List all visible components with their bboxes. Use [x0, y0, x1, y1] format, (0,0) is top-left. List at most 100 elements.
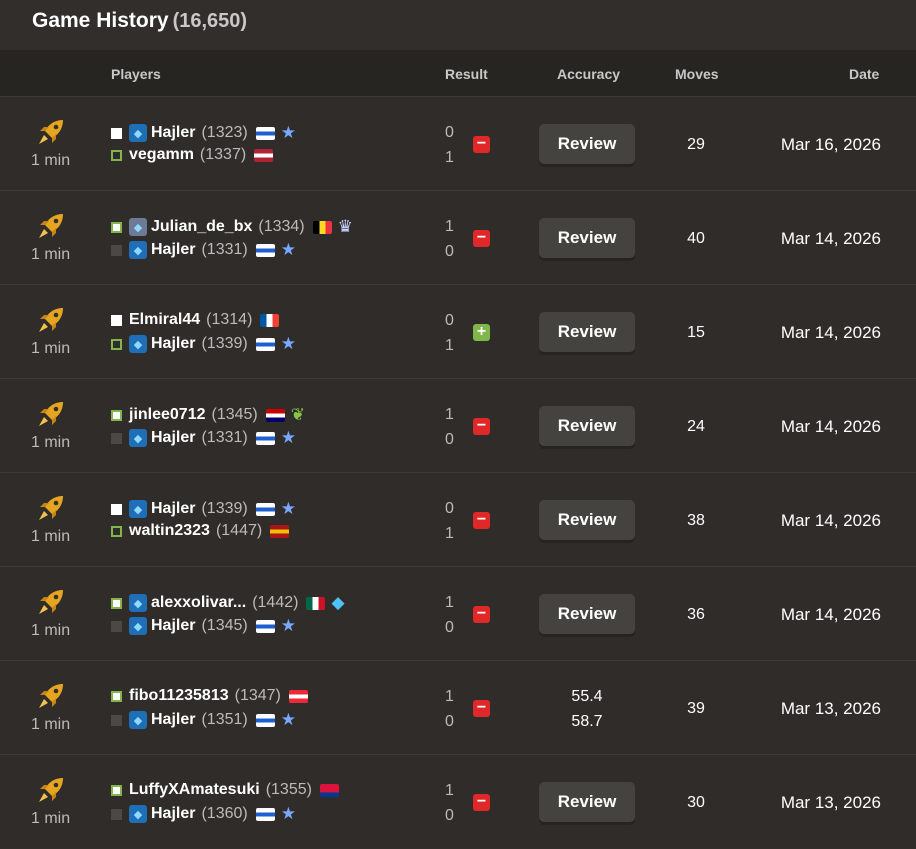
player-rating: (1360)	[201, 805, 248, 822]
player-name[interactable]: Hajler	[151, 711, 196, 728]
column-title: Accuracy	[557, 66, 621, 82]
country-flag	[255, 243, 275, 257]
color-indicator	[111, 808, 122, 820]
player-name[interactable]: Hajler	[151, 124, 196, 141]
country-flag	[255, 807, 275, 821]
profile-badge: ★	[280, 616, 296, 635]
player-name[interactable]: fibo11235813	[129, 687, 229, 704]
review-button[interactable]: Review	[539, 594, 635, 634]
player-rating: (1347)	[234, 687, 281, 704]
result-icon: −	[473, 700, 490, 717]
profile-badge: ★	[280, 428, 296, 447]
membership-badge: ◆	[129, 429, 147, 447]
player-rating: (1314)	[206, 311, 253, 328]
review-button[interactable]: Review	[539, 406, 635, 446]
player-name[interactable]: Hajler	[151, 617, 196, 634]
color-indicator	[111, 784, 122, 796]
player-name[interactable]: Hajler	[151, 805, 196, 822]
player-name[interactable]: vegamm	[129, 146, 194, 163]
player-name[interactable]: LuffyXAmatesuki	[129, 781, 260, 798]
membership-badge: ◆	[129, 805, 147, 823]
player-name[interactable]: alexxolivar...	[151, 594, 247, 611]
player-rating: (1351)	[201, 711, 248, 728]
game-row: 1 min fibo11235813 (1347) ◆ Hajler (1351) ★ 1 0 −…	[0, 660, 916, 754]
country-flag	[255, 619, 275, 633]
date: Mar 14, 2026	[780, 605, 881, 624]
moves: 39	[687, 700, 705, 717]
profile-badge: ♛	[337, 217, 353, 236]
membership-badge: ◆	[129, 594, 147, 612]
player-name[interactable]: waltin2323	[129, 522, 210, 539]
player-name[interactable]: Hajler	[151, 500, 196, 517]
result-score: 1	[445, 688, 454, 705]
player-name[interactable]: jinlee0712	[129, 406, 206, 423]
country-flag	[254, 148, 274, 162]
result-icon: +	[473, 324, 490, 341]
result-score: 0	[445, 124, 454, 141]
review-button[interactable]: Review	[539, 124, 635, 164]
game-row: 1 min Elmiral44 (1314) ◆ Hajler (1339) ★ 0 1 + Rev…	[0, 284, 916, 378]
player: ◆ Hajler (1360) ★	[111, 804, 296, 824]
column-title: Date	[849, 66, 880, 82]
game-row: 1 min ◆ Hajler (1323) ★ vegamm (1337) 0 1 − Review…	[0, 96, 916, 190]
date: Mar 16, 2026	[780, 135, 881, 154]
player-name[interactable]: Hajler	[151, 429, 196, 446]
player: ◆ Hajler (1339) ★	[111, 334, 296, 354]
game-row: 1 min jinlee0712 (1345) ❦ ◆ Hajler (1331) ★ 1 0 − R…	[0, 378, 916, 472]
result-icon: −	[473, 512, 490, 529]
time-control: 1 min	[31, 716, 71, 733]
column-title: Result	[445, 66, 488, 82]
result-score: 0	[445, 312, 454, 329]
date: Mar 14, 2026	[780, 511, 881, 530]
accuracy-value: 58.7	[571, 713, 603, 730]
game-count: (16,650)	[172, 10, 248, 32]
accuracy-value: 55.4	[571, 688, 603, 705]
player-name[interactable]: Hajler	[151, 335, 196, 352]
player: ◆ Hajler (1323) ★	[111, 123, 296, 143]
moves: 38	[687, 512, 705, 529]
time-control-icon	[36, 493, 66, 528]
membership-badge: ◆	[129, 711, 147, 729]
player-name[interactable]: Julian_de_bx	[151, 218, 253, 235]
player: jinlee0712 (1345) ❦	[111, 405, 305, 425]
review-button[interactable]: Review	[539, 782, 635, 822]
time-control: 1 min	[31, 340, 71, 357]
review-button[interactable]: Review	[539, 312, 635, 352]
membership-badge: ◆	[129, 500, 147, 518]
player-name[interactable]: Elmiral44	[129, 311, 201, 328]
column-title: Moves	[675, 66, 719, 82]
result-icon: −	[473, 418, 490, 435]
game-row: 1 min ◆ alexxolivar... (1442) ◆ ◆ Hajler (1345)…	[0, 566, 916, 660]
color-indicator	[111, 525, 122, 537]
result-score: 1	[445, 406, 454, 423]
country-flag	[255, 713, 275, 727]
color-indicator	[111, 432, 122, 444]
result-score: 1	[445, 149, 454, 166]
color-indicator	[111, 314, 122, 326]
profile-badge: ★	[280, 240, 296, 259]
result-score: 0	[445, 619, 454, 636]
player: ◆ Hajler (1351) ★	[111, 710, 296, 730]
player-rating: (1334)	[258, 218, 305, 235]
result-score: 1	[445, 525, 454, 542]
game-row: 1 min ◆ Julian_de_bx (1334) ♛ ◆ Hajler (1331) ★ 1…	[0, 190, 916, 284]
time-control-icon	[36, 681, 66, 716]
country-flag	[255, 502, 275, 516]
country-flag	[260, 313, 280, 327]
color-indicator	[111, 714, 122, 726]
player: vegamm (1337)	[111, 146, 274, 164]
player-name[interactable]: Hajler	[151, 241, 196, 258]
review-button[interactable]: Review	[539, 500, 635, 540]
country-flag	[255, 337, 275, 351]
moves: 15	[687, 324, 705, 341]
color-indicator	[111, 127, 122, 139]
date: Mar 13, 2026	[780, 699, 881, 718]
player-rating: (1331)	[201, 241, 248, 258]
moves: 36	[687, 606, 705, 623]
review-button[interactable]: Review	[539, 218, 635, 258]
column-title: Players	[111, 66, 161, 82]
time-control-icon	[36, 399, 66, 434]
date: Mar 14, 2026	[780, 417, 881, 436]
membership-badge: ◆	[129, 124, 147, 142]
membership-badge: ◆	[129, 241, 147, 259]
